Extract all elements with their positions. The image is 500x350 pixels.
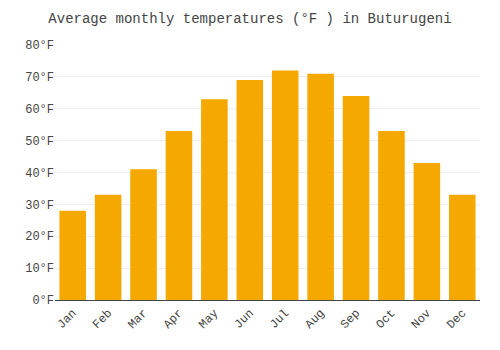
svg-text:60°F: 60°F (25, 103, 54, 117)
svg-text:50°F: 50°F (25, 135, 54, 149)
svg-text:May: May (196, 307, 221, 332)
svg-text:Apr: Apr (161, 307, 186, 332)
svg-text:20°F: 20°F (25, 230, 54, 244)
svg-text:Dec: Dec (444, 307, 469, 332)
svg-text:Aug: Aug (303, 307, 328, 332)
svg-text:Jan: Jan (55, 307, 80, 332)
svg-text:80°F: 80°F (25, 39, 54, 53)
svg-text:Average monthly temperatures (: Average monthly temperatures (°F ) in Bu… (48, 11, 451, 27)
svg-text:Feb: Feb (90, 307, 115, 332)
svg-text:30°F: 30°F (25, 199, 54, 213)
svg-text:Jun: Jun (232, 307, 257, 332)
svg-text:Jul: Jul (267, 307, 292, 332)
svg-text:Mar: Mar (125, 307, 150, 332)
svg-text:Nov: Nov (409, 307, 434, 332)
svg-text:70°F: 70°F (25, 71, 54, 85)
svg-text:Oct: Oct (373, 307, 398, 332)
svg-text:0°F: 0°F (32, 294, 54, 308)
svg-text:40°F: 40°F (25, 167, 54, 181)
svg-text:10°F: 10°F (25, 262, 54, 276)
svg-text:Sep: Sep (338, 307, 363, 332)
